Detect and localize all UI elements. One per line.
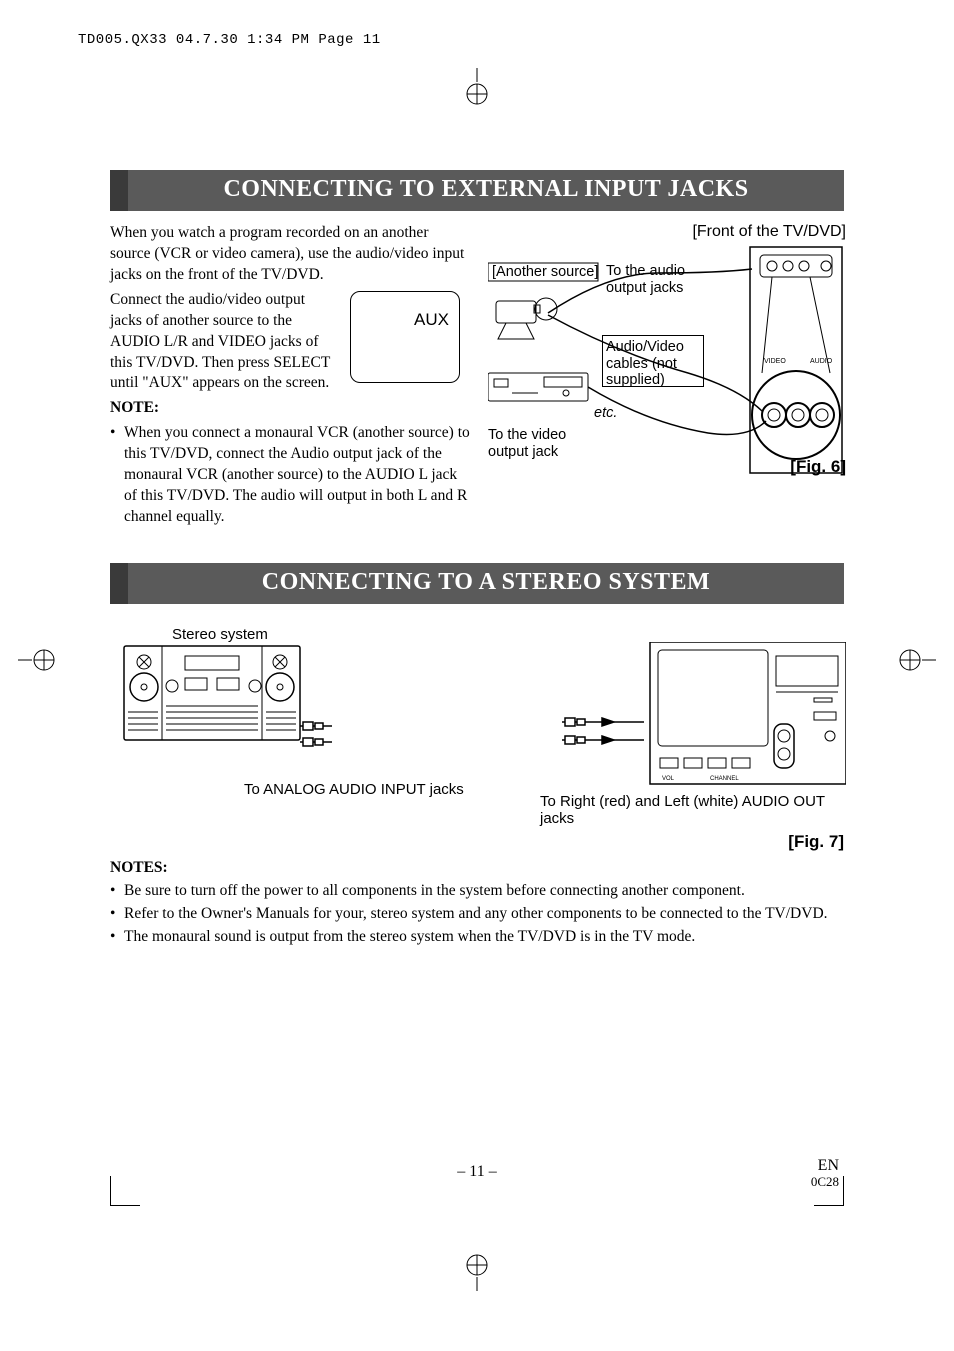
section2-header: CONNECTING TO A STEREO SYSTEM <box>110 563 844 604</box>
main-content: CONNECTING TO EXTERNAL INPUT JACKS When … <box>110 170 844 948</box>
aux-screen-box: AUX <box>350 291 460 383</box>
footer-right: EN 0C28 <box>811 1157 839 1189</box>
note-bullet: When you connect a monaural VCR (another… <box>110 423 470 528</box>
svg-text:VIDEO: VIDEO <box>764 358 786 365</box>
crop-mark-bottom <box>457 1251 497 1291</box>
to-audio-label: To the audio output jacks <box>606 263 706 296</box>
intro-paragraph: When you watch a program recorded on an … <box>110 223 470 286</box>
svg-text:AUDIO: AUDIO <box>810 358 833 365</box>
notes-block: NOTES: Be sure to turn off the power to … <box>110 858 844 948</box>
fig6-diagram: [Front of the TV/DVD] <box>488 223 846 483</box>
section1-body: When you watch a program recorded on an … <box>110 223 844 533</box>
audio-out-label: To Right (red) and Left (white) AUDIO OU… <box>540 794 844 827</box>
footer-code: 0C28 <box>811 1175 839 1189</box>
footer-lang: EN <box>811 1157 839 1175</box>
corner-mark-bl <box>110 1176 140 1206</box>
etc-label: etc. <box>594 405 617 422</box>
notes-label: NOTES: <box>110 859 168 876</box>
svg-text:CHANNEL: CHANNEL <box>710 776 739 782</box>
connect-paragraph: Connect the audio/video output jacks of … <box>110 290 336 395</box>
print-header: TD005.QX33 04.7.30 1:34 PM Page 11 <box>78 32 381 48</box>
stereo-system-label: Stereo system <box>172 626 268 643</box>
crop-mark-left <box>18 640 58 680</box>
page-number: – 11 – <box>457 1163 496 1181</box>
note-item-2: Refer to the Owner's Manuals for your, s… <box>110 904 844 925</box>
fig7-label: [Fig. 7] <box>788 832 844 852</box>
section2: CONNECTING TO A STEREO SYSTEM Stereo sys… <box>110 563 844 948</box>
crop-mark-top <box>457 68 497 108</box>
page-container: TD005.QX33 04.7.30 1:34 PM Page 11 CONNE… <box>0 0 954 1351</box>
note-label: NOTE: <box>110 398 470 419</box>
note-item-1: Be sure to turn off the power to all com… <box>110 881 844 902</box>
svg-text:VOL: VOL <box>662 776 675 782</box>
av-cables-box <box>602 335 704 387</box>
to-video-label: To the video output jack <box>488 427 588 460</box>
another-source-label: [Another source] <box>492 264 598 281</box>
section1-header: CONNECTING TO EXTERNAL INPUT JACKS <box>110 170 844 211</box>
note-item-3: The monaural sound is output from the st… <box>110 927 844 948</box>
fig6-label: [Fig. 6] <box>790 457 846 477</box>
section2-body: Stereo system <box>110 616 844 846</box>
analog-input-label: To ANALOG AUDIO INPUT jacks <box>244 781 464 798</box>
crop-mark-right <box>896 640 936 680</box>
